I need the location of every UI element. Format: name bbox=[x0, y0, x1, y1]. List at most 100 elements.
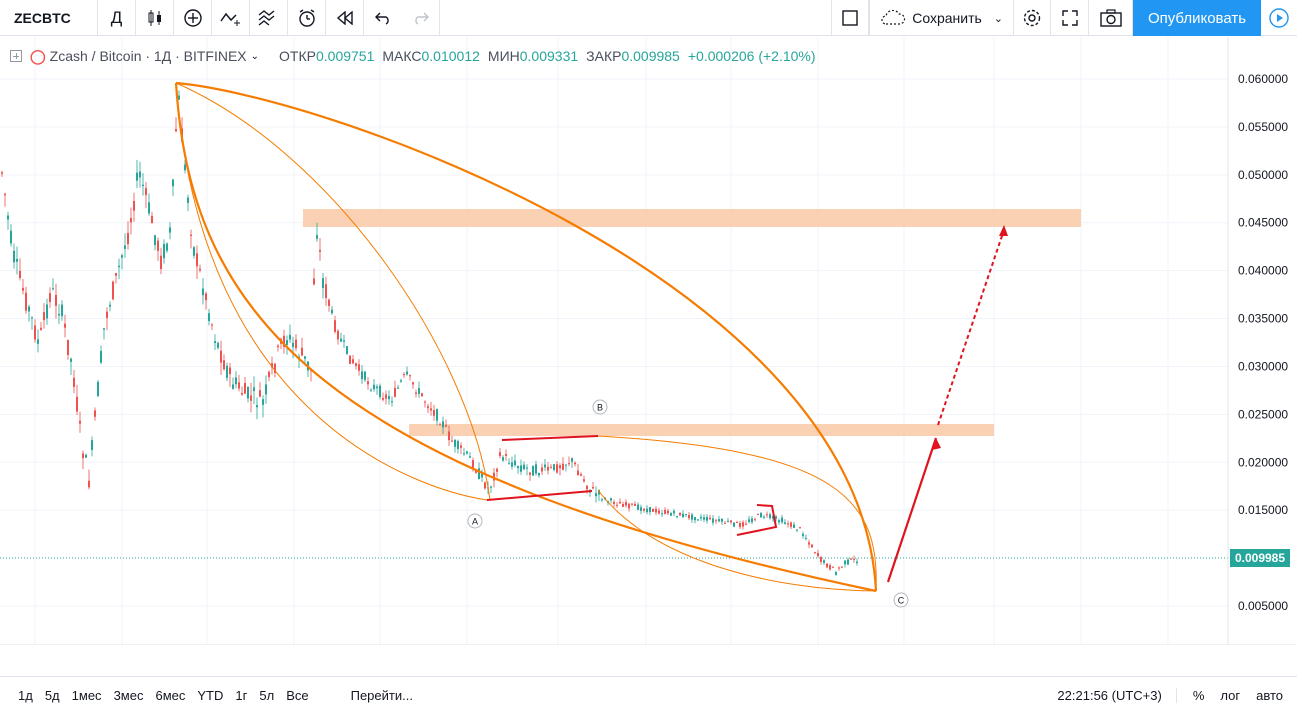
candle-body bbox=[649, 506, 651, 512]
candle-body bbox=[685, 514, 687, 516]
candle-body bbox=[853, 558, 855, 560]
candle-body bbox=[793, 524, 795, 528]
candle-body bbox=[634, 503, 636, 506]
candle-body bbox=[142, 184, 144, 187]
candle-body bbox=[256, 405, 258, 408]
price-chart[interactable]: 0.060000 0.055000 0.050000 0.045000 0.040000… bbox=[0, 37, 1297, 645]
gear-icon[interactable] bbox=[1013, 0, 1051, 36]
candle-body bbox=[49, 293, 51, 303]
range-button[interactable]: 3мес bbox=[113, 687, 144, 703]
save-button[interactable]: Сохранить ⌄ bbox=[869, 0, 1013, 36]
price-tick-label: 0.035000 bbox=[1238, 312, 1288, 326]
interval-button[interactable]: Д bbox=[98, 0, 136, 36]
arc-outer-lower bbox=[174, 82, 877, 593]
candle-body bbox=[751, 518, 753, 523]
redo-icon[interactable] bbox=[402, 0, 440, 36]
candle-body bbox=[115, 273, 117, 276]
camera-icon[interactable] bbox=[1089, 0, 1133, 36]
auto-toggle[interactable]: авто bbox=[1256, 687, 1283, 703]
candle-body bbox=[304, 356, 306, 359]
range-button[interactable]: 5д bbox=[44, 687, 60, 703]
candle-body bbox=[757, 513, 759, 515]
candle-body bbox=[820, 557, 822, 562]
candle-body bbox=[169, 227, 171, 233]
range-button[interactable]: 5л bbox=[259, 687, 275, 703]
candle-body bbox=[190, 234, 192, 236]
range-button[interactable]: 1г bbox=[235, 687, 248, 703]
candle-body bbox=[322, 278, 324, 289]
symbol-search[interactable]: ZECBTC bbox=[0, 0, 98, 36]
point-label-b: B bbox=[597, 403, 603, 413]
candle-body bbox=[574, 462, 576, 465]
candle-body bbox=[799, 527, 801, 529]
templates-icon[interactable] bbox=[250, 0, 288, 36]
candle-body bbox=[433, 410, 435, 416]
fullscreen-icon[interactable] bbox=[1051, 0, 1089, 36]
play-icon[interactable] bbox=[1261, 0, 1297, 36]
alert-clock-icon[interactable] bbox=[288, 0, 326, 36]
candle-body bbox=[352, 359, 354, 364]
indicators-icon[interactable] bbox=[212, 0, 250, 36]
candle-body bbox=[835, 572, 837, 575]
layout-square-icon[interactable] bbox=[831, 0, 870, 36]
chevron-down-icon[interactable]: ⌄ bbox=[993, 12, 1003, 25]
close-value: 0.009985 bbox=[621, 48, 680, 64]
candle-body bbox=[802, 533, 804, 536]
clock[interactable]: 22:21:56 (UTC+3) bbox=[1049, 687, 1177, 703]
range-button[interactable]: Все bbox=[286, 687, 309, 703]
candle-body bbox=[676, 516, 678, 518]
range-button[interactable]: 6мес bbox=[155, 687, 186, 703]
candle-body bbox=[475, 470, 477, 473]
publish-button[interactable]: Опубликовать bbox=[1133, 0, 1261, 36]
chevron-down-icon[interactable]: ⌄ bbox=[250, 50, 260, 62]
goto-button[interactable]: Перейти... bbox=[350, 687, 413, 703]
zcash-logo-icon: ◯ bbox=[30, 47, 46, 64]
candle-body bbox=[463, 453, 465, 455]
candle-body bbox=[16, 258, 18, 262]
candle-body bbox=[832, 566, 834, 568]
replay-icon[interactable] bbox=[326, 0, 364, 36]
undo-icon[interactable] bbox=[364, 0, 402, 36]
candle-body bbox=[415, 392, 417, 394]
candle-body bbox=[421, 393, 423, 397]
collapse-icon[interactable] bbox=[10, 50, 22, 62]
candle-body bbox=[193, 247, 195, 256]
percent-toggle[interactable]: % bbox=[1192, 687, 1205, 703]
candle-body bbox=[283, 335, 285, 347]
candle-body bbox=[559, 465, 561, 469]
candle-body bbox=[253, 387, 255, 391]
range-button[interactable]: 1д bbox=[18, 687, 33, 703]
pair-title[interactable]: Zcash / Bitcoin · 1Д · BITFINEX bbox=[49, 48, 247, 64]
candle-body bbox=[70, 358, 72, 362]
candle-body bbox=[292, 342, 294, 347]
candle-body bbox=[499, 452, 501, 457]
candle-body bbox=[655, 508, 657, 513]
range-button[interactable]: YTD bbox=[197, 687, 224, 703]
candle-body bbox=[697, 519, 699, 521]
candle-body bbox=[508, 463, 510, 465]
candle-body bbox=[514, 460, 516, 466]
candle-body bbox=[214, 341, 216, 344]
log-toggle[interactable]: лог bbox=[1220, 687, 1241, 703]
candle-body bbox=[196, 253, 198, 267]
low-value: 0.009331 bbox=[519, 48, 579, 64]
candle-body bbox=[517, 466, 519, 469]
candle-body bbox=[22, 287, 24, 291]
candle-body bbox=[412, 382, 414, 385]
bottom-right: 22:21:56 (UTC+3) % лог авто bbox=[1049, 677, 1297, 713]
candle-body bbox=[94, 410, 96, 417]
candle-body bbox=[700, 516, 702, 519]
candle-body bbox=[532, 466, 534, 476]
range-button[interactable]: 1мес bbox=[71, 687, 102, 703]
price-tick-label: 0.020000 bbox=[1238, 455, 1288, 469]
candle-body bbox=[847, 559, 849, 565]
candle-body bbox=[478, 468, 480, 480]
candle-body bbox=[442, 421, 444, 428]
candle-body bbox=[469, 456, 471, 458]
candles-icon[interactable] bbox=[136, 0, 174, 36]
resistance-zone-upper bbox=[303, 209, 1081, 227]
compare-plus-icon[interactable] bbox=[174, 0, 212, 36]
candle-body bbox=[769, 514, 771, 519]
candle-body bbox=[673, 510, 675, 514]
candle-body bbox=[502, 457, 504, 461]
